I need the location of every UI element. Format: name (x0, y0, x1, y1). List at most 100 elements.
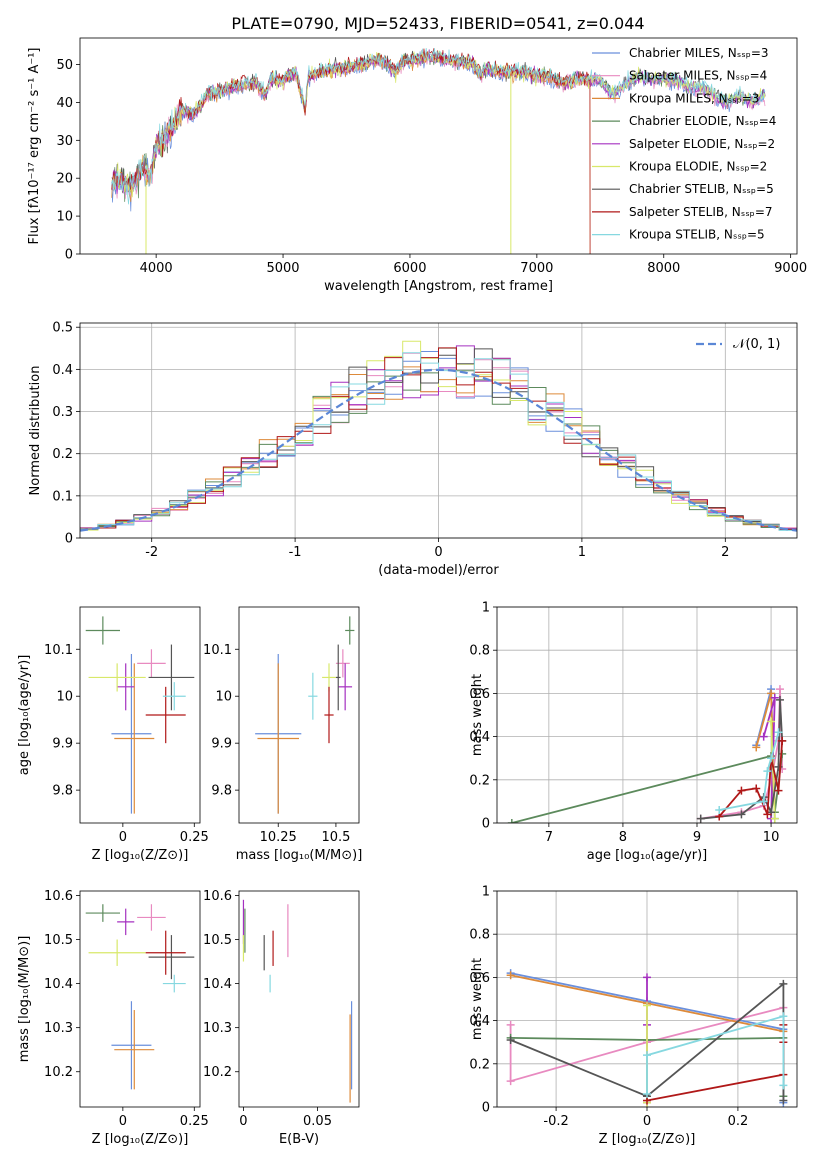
legend-entry: Kroupa STELIB, Nₛₛₚ=5 (629, 228, 765, 242)
spectrum-ylabel: Flux [fλ10⁻¹⁷ erg cm⁻² s⁻¹ A⁻¹] (27, 48, 42, 245)
age_vs_mass-ytick-label: 9.8 (211, 784, 232, 799)
residual-histogram-8 (80, 352, 797, 531)
weight_vs_age-marker (775, 685, 784, 694)
mass_vs_EBV-panel: 0 0.05 10.2 10.3 10.4 10.5 10.6 E(B-V) (203, 889, 360, 1147)
spectrum-line-5 (111, 50, 766, 198)
weight_vs_Z-marker (506, 971, 515, 980)
spectrum-line-2 (111, 51, 591, 254)
age_vs_Z-xtick-label: 0 (119, 830, 127, 845)
weight_vs_Z-marker (779, 1012, 788, 1021)
legend-entry: Kroupa ELODIE, Nₛₛₚ=2 (629, 160, 767, 174)
weight_vs_Z-ytick-label: 1 (482, 885, 490, 900)
spectrum-xtick-label: 5000 (266, 261, 299, 276)
weight_vs_age-marker (759, 797, 768, 806)
weight_vs_age-marker (759, 732, 768, 741)
residuals-xtick-label: -2 (145, 545, 158, 560)
legend-entry: Salpeter ELODIE, Nₛₛₚ=2 (629, 137, 775, 151)
age_vs_mass-ytick-label: 10 (215, 690, 232, 705)
weight_vs_age-ytick-label: 0 (482, 817, 490, 832)
weight_vs_age-marker (767, 754, 776, 763)
weight_vs_age-series-1 (700, 689, 784, 820)
weight_vs_Z-panel: -0.2 0 0.2 0 0.2 0.4 0.6 0.8 1 Z [log₁₀(Z/Z⊙)] mas… (469, 885, 798, 1147)
spectrum-plot-area (111, 48, 766, 254)
age_vs_mass-xtick-label: 10.25 (260, 830, 297, 845)
weight_vs_Z-series-1 (509, 1006, 784, 1083)
weight_vs_age-ytick-label: 0.6 (469, 687, 490, 702)
age_vs_mass-xtick-label: 10.5 (321, 830, 350, 845)
residuals-xlabel: (data-model)/error (378, 563, 499, 578)
weight_vs_Z-ytick-label: 0.6 (469, 971, 490, 986)
weight_vs_age-marker (774, 786, 783, 795)
residuals-panel: -2 -1 0 1 2 0 0.1 0.2 0.3 0.4 0.5 (data-model)/erro… (28, 321, 798, 578)
legend-entry: Salpeter STELIB, Nₛₛₚ=7 (629, 205, 773, 219)
weight_vs_age-ytick-label: 1 (482, 601, 490, 616)
weight_vs_age-xlabel: age [log₁₀(age/yr)] (587, 848, 708, 863)
weight_vs_Z-ylabel: mass weight (470, 958, 485, 1040)
age_vs_mass-panel: 10.25 10.5 9.8 9.9 10 10.1 mass [log₁₀(M/M⊙)] (203, 606, 363, 863)
mass_vs_Z-ytick-label: 10.2 (44, 1065, 73, 1080)
age_vs_Z-ylabel: age [log₁₀(age/yr)] (17, 655, 32, 776)
legend-entry: Salpeter MILES, Nₛₛₚ=4 (629, 69, 767, 83)
residuals-ytick-label: 0.3 (52, 405, 73, 420)
weight_vs_age-marker (767, 689, 776, 698)
age_vs_Z-panel: 0 0.25 9.8 9.9 10 10.1 Z [log₁₀(Z/Z⊙)] age [log… (17, 606, 209, 863)
spectrum-ytick-label: 50 (56, 58, 73, 73)
spectrum-xtick-label: 9000 (774, 261, 807, 276)
weight_vs_Z-marker (506, 1077, 515, 1086)
residuals-plot-area (80, 340, 797, 532)
legend-entry: 𝒩(0, 1) (733, 337, 780, 352)
legend-entry: Chabrier STELIB, Nₛₛₚ=5 (629, 182, 774, 196)
spectrum-ytick-label: 30 (56, 134, 73, 149)
spectrum-panel: 4000 5000 6000 7000 8000 9000 0 10 20 30 40 50 wavel… (27, 37, 807, 294)
weight_vs_Z-marker (643, 1051, 651, 1060)
residuals-xtick-label: 0 (434, 545, 442, 560)
age_vs_mass-xlabel: mass [log₁₀(M/M⊙)] (236, 848, 363, 863)
mass_vs_EBV-plot-area (242, 899, 353, 1103)
spectrum-ytick-label: 0 (65, 248, 73, 263)
weight_vs_age-marker (752, 743, 761, 752)
weight_vs_age-marker (715, 806, 724, 815)
age_vs_Z-plot-area (85, 616, 195, 814)
weight_vs_Z-ytick-label: 0.8 (469, 928, 490, 943)
weight_vs_Z-xtick-label: 0.2 (728, 1114, 749, 1129)
weight_vs_Z-plot-area (506, 969, 788, 1107)
weight_vs_age-marker (507, 819, 516, 823)
weight_vs_Z-ytick-label: 0.2 (469, 1057, 490, 1072)
spectrum-xtick-label: 6000 (393, 261, 426, 276)
spectrum-xlabel: wavelength [Angstrom, rest frame] (324, 279, 553, 294)
spectrum-line-8 (111, 48, 766, 205)
residuals-ytick-label: 0.4 (52, 363, 73, 378)
spectrum-line-7 (111, 48, 591, 254)
mass_vs_Z-plot-area (85, 904, 195, 1090)
age_vs_Z-ytick-label: 9.9 (52, 737, 73, 752)
weight_vs_Z-ytick-label: 0 (482, 1101, 490, 1116)
weight_vs_age-xtick-label: 8 (619, 830, 627, 845)
weight_vs_Z-xtick-label: -0.2 (543, 1114, 568, 1129)
weight_vs_age-marker (752, 784, 761, 793)
mass_vs_EBV-ytick-label: 10.4 (203, 977, 232, 992)
weight_vs_Z-marker (779, 1081, 788, 1090)
mass_vs_Z-ytick-label: 10.4 (44, 977, 73, 992)
age_vs_Z-xlabel: Z [log₁₀(Z/Z⊙)] (92, 848, 189, 863)
residuals-ytick-label: 0 (65, 532, 73, 547)
normal-reference-curve (80, 368, 797, 532)
residuals-xtick-label: 1 (578, 545, 586, 560)
mass_vs_Z-ytick-label: 10.3 (44, 1021, 73, 1036)
legend-entry: Kroupa MILES, Nₛₛₚ=3 (629, 91, 759, 105)
residuals-ytick-label: 0.2 (52, 447, 73, 462)
spectrum-frame (79, 37, 798, 255)
legend-entry: Chabrier MILES, Nₛₛₚ=3 (629, 46, 769, 60)
age_vs_Z-ytick-label: 10 (56, 690, 73, 705)
mass_vs_Z-ytick-label: 10.5 (44, 933, 73, 948)
weight_vs_age-xtick-label: 9 (693, 830, 701, 845)
figure-title: PLATE=0790, MJD=52433, FIBERID=0541, z=0… (231, 14, 644, 33)
mass_vs_EBV-ytick-label: 10.3 (203, 1021, 232, 1036)
spectrum-legend: Chabrier MILES, Nₛₛₚ=3 Salpeter MILES, Nₛ… (592, 46, 776, 242)
residuals-xtick-label: 2 (721, 545, 729, 560)
weight_vs_age-marker (763, 810, 772, 819)
mass_vs_Z-xlabel: Z [log₁₀(Z/Z⊙)] (92, 1132, 189, 1147)
age_vs_mass-plot-area (255, 616, 355, 814)
weight_vs_age-ytick-label: 0.8 (469, 644, 490, 659)
weight_vs_age-marker (778, 736, 787, 745)
weight_vs_Z-marker (506, 1020, 515, 1029)
